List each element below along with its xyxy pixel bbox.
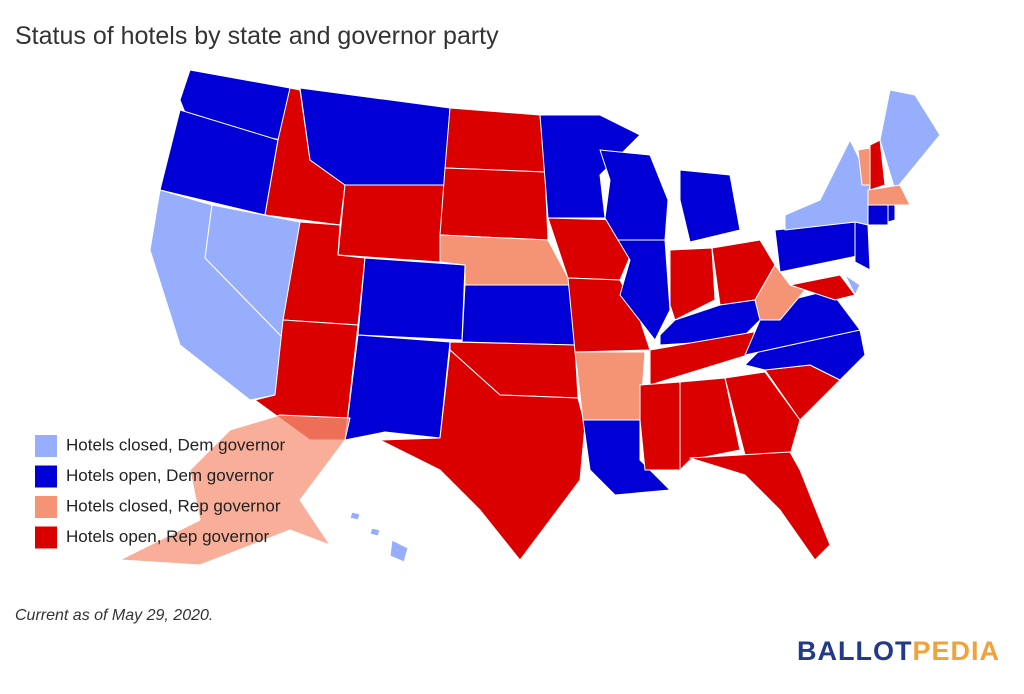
state — [357, 257, 466, 341]
state — [119, 414, 351, 566]
state — [369, 527, 381, 537]
legend-label: Hotels open, Dem governor — [66, 466, 274, 485]
state — [349, 511, 361, 521]
logo: BALLOTPEDIA — [797, 636, 1000, 666]
logo-part: PEDIA — [912, 636, 1000, 666]
state — [854, 221, 871, 271]
state — [887, 204, 896, 223]
logo-part: BALLOT — [797, 636, 912, 666]
state — [679, 169, 741, 243]
state — [784, 139, 871, 231]
title: Status of hotels by state and governor p… — [15, 22, 499, 50]
state — [439, 167, 549, 241]
state — [744, 329, 866, 381]
state — [574, 351, 646, 421]
state — [724, 371, 801, 456]
legend-swatch — [35, 435, 57, 457]
state — [869, 139, 886, 191]
legend-label: Hotels open, Rep governor — [66, 527, 270, 546]
state — [444, 107, 546, 173]
state — [389, 539, 409, 563]
state — [461, 284, 576, 346]
state — [617, 239, 671, 341]
state — [379, 349, 586, 561]
state — [679, 377, 741, 471]
state — [669, 247, 716, 321]
legend-label: Hotels closed, Rep governor — [66, 496, 281, 515]
state — [867, 184, 911, 206]
state — [567, 277, 651, 353]
map — [119, 69, 941, 566]
state — [599, 149, 669, 241]
state — [344, 334, 451, 441]
state — [867, 204, 889, 226]
legend-swatch — [35, 496, 57, 518]
state — [639, 381, 681, 471]
legend-swatch — [35, 526, 57, 549]
state — [844, 274, 861, 296]
state — [337, 184, 446, 263]
state — [689, 451, 831, 561]
note: Current as of May 29, 2020. — [15, 607, 213, 624]
legend: Hotels closed, Dem governor Hotels open, … — [35, 435, 286, 549]
legend-label: Hotels closed, Dem governor — [66, 435, 286, 454]
state — [879, 89, 941, 191]
legend-swatch — [35, 465, 57, 488]
